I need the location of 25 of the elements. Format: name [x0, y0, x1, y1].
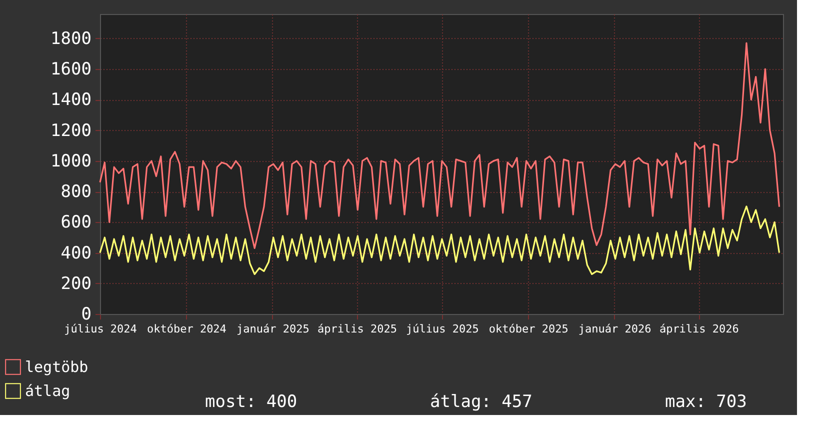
line-series — [99, 206, 780, 276]
x-tick-label: október 2025 — [488, 322, 568, 336]
x-tick-label: július 2025 — [406, 322, 479, 336]
x-tick-label: április 2025 — [317, 322, 397, 336]
x-tick-label: január 2026 — [578, 322, 652, 336]
x-tick-label: január 2025 — [236, 322, 310, 336]
x-tick-label: október 2024 — [146, 322, 227, 336]
y-tick-label: 1400 — [50, 90, 92, 110]
text: max: 703 — [665, 392, 747, 412]
x-tick-label: július 2024 — [64, 322, 138, 336]
legend-label: átlag — [25, 382, 70, 400]
text: átlag: 457 — [430, 392, 532, 412]
x-tick-label: április 2026 — [659, 322, 739, 336]
y-tick-label: 1000 — [50, 151, 92, 172]
y-tick-label: 1800 — [50, 28, 92, 49]
y-tick-label: 200 — [60, 274, 92, 294]
y-tick-label: 1600 — [50, 60, 92, 80]
y-tick-label: 400 — [60, 243, 92, 264]
y-tick-label: 0 — [81, 304, 92, 324]
y-tick-label: 1200 — [50, 120, 92, 141]
legend-label: legtöbb — [25, 358, 88, 376]
y-tick-label: 600 — [60, 212, 92, 233]
line-series — [99, 42, 780, 249]
text: most: 400 — [205, 392, 298, 412]
y-tick-label: 800 — [60, 182, 92, 202]
